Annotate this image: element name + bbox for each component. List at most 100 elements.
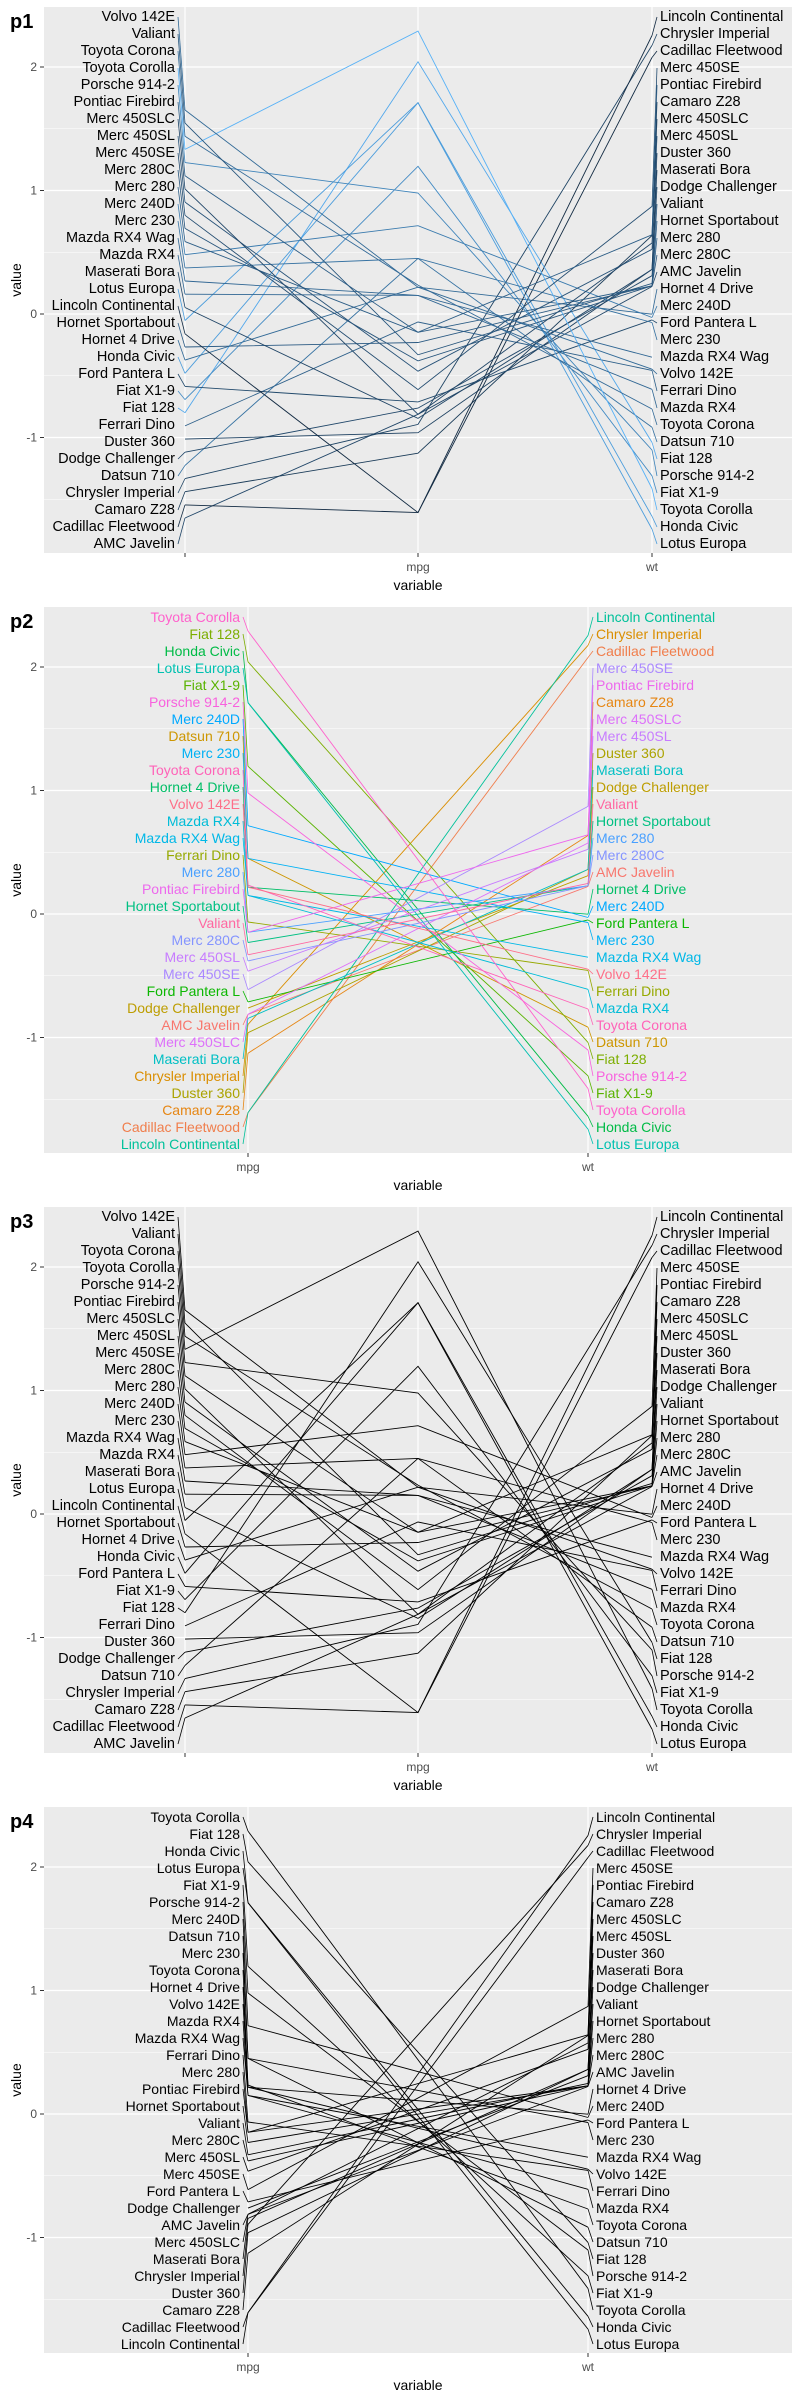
x-tick-label-mpg: mpg [236,2360,259,2374]
series-line-toyota-corolla [247,1830,589,2289]
series-line-valiant [247,2082,589,2156]
label-segment [177,1233,186,1324]
label-segment [177,1403,186,1455]
label-segment [242,837,249,896]
label-segment [177,1318,186,1389]
label-segment [177,84,186,163]
mpg-axis-label: Merc 280 [182,2064,241,2080]
label-segment [242,2173,249,2190]
name-axis-label: Cadillac Fleetwood [52,1719,175,1735]
wt-axis-label: Maserati Bora [596,762,683,778]
label-segment [651,1519,658,1524]
wt-axis-label: Lotus Europa [660,1736,747,1752]
mpg-axis-label: Pontiac Firebird [142,2081,240,2097]
mpg-axis-label: Maserati Bora [153,1051,240,1067]
series-line-merc-230 [247,857,589,923]
mpg-axis-label: Porsche 914-2 [149,1894,240,1910]
series-lines [184,30,653,530]
series-line-cadillac-fleetwood [247,1857,589,2313]
name-axis-label: Camaro Z28 [94,1702,175,1718]
series-lines [247,630,589,1130]
wt-axis-label: Merc 240D [596,898,664,914]
name-axis-label: Lincoln Continental [52,1498,175,1514]
series-line-chrysler-imperial [247,1845,589,2225]
label-segment [177,169,186,229]
series-line-ford-pantera-l [184,1519,653,1603]
mpg-axis-label: Merc 450SE [163,2166,240,2182]
label-segment [587,970,594,992]
label-segment [177,1301,186,1376]
series-line-toyota-corolla [247,630,589,1089]
label-segment [177,356,186,374]
wt-axis-label: Mazda RX4 [596,2200,669,2216]
series-line-pontiac-firebird [247,834,589,933]
wt-axis-label: Maserati Bora [596,1962,683,1978]
wt-axis-label: Camaro Z28 [596,694,674,710]
label-segment [177,16,186,111]
wt-axis-label: Pontiac Firebird [596,1877,694,1893]
wt-axis-label: Merc 450SE [660,60,740,76]
mpg-axis-label: Toyota Corona [149,762,240,778]
series-line-merc-450sl [184,1401,653,1572]
wt-axis-label: AMC Javelin [660,264,741,280]
label-segment [587,718,594,844]
wt-axis-label: Lotus Europa [596,2336,679,2352]
y-tick-label: -1 [26,431,37,445]
y-axis-title: value [8,1463,24,1497]
label-segment [651,1471,658,1487]
label-segment [242,939,249,962]
wt-axis-label: Datsun 710 [660,1634,734,1650]
label-segment [177,254,186,295]
name-axis-label: Datsun 710 [101,468,175,484]
wt-axis-label: Pontiac Firebird [596,677,694,693]
label-segment [587,1833,594,1846]
label-segment [651,1267,658,1407]
label-segment [651,1729,658,1745]
label-segment [651,1386,658,1476]
series-line-porsche-914-2 [247,1992,589,2251]
name-axis-label: Merc 230 [115,1413,175,1429]
label-segment [177,1651,186,1660]
label-segment [242,2232,249,2294]
series-line-valiant [247,882,589,956]
mpg-axis-label: Volvo 142E [169,796,240,812]
mpg-axis-label: Fiat X1-9 [183,1877,240,1893]
label-segment [242,616,249,632]
mpg-axis-label: Merc 450SL [165,2149,241,2165]
label-segment [651,1454,658,1486]
name-axis-label: Merc 450SE [95,1345,175,1361]
series-line-toyota-corolla [184,1230,653,1689]
label-segment [651,529,658,545]
series-line-volvo-142e [247,886,589,970]
wt-axis-label: Pontiac Firebird [660,77,762,93]
label-segment [587,1969,594,2070]
label-segment [587,1884,594,2035]
mpg-axis-label: Dodge Challenger [127,1000,240,1016]
wt-axis-label: Maserati Bora [660,162,751,178]
series-line-merc-280c [184,1428,653,1562]
label-segment [177,407,186,414]
wt-axis-label: Merc 450SLC [660,1311,749,1327]
series-line-merc-280c [247,885,589,962]
label-segment [587,667,594,807]
wt-axis-label: Merc 230 [596,932,655,948]
x-tick-label-wt: wt [581,1160,595,1174]
wt-axis-label: Ford Pantera L [596,915,690,931]
wt-axis-label: Ford Pantera L [596,2115,690,2131]
wt-axis-label: AMC Javelin [596,864,675,880]
label-segment [242,1053,249,1111]
x-tick-label-wt: wt [645,1760,659,1774]
label-segment [587,684,594,835]
label-segment [651,368,658,375]
name-axis-label: Volvo 142E [102,9,176,25]
series-line-fiat-128 [184,60,653,443]
y-tick-label: 2 [30,60,37,74]
name-axis-label: Maserati Bora [85,1464,176,1480]
mpg-axis-label: Toyota Corolla [151,609,241,625]
label-segment [587,2168,594,2175]
wt-axis-label: Hornet 4 Drive [660,281,753,297]
label-segment [587,1129,594,1145]
wt-axis-label: Fiat X1-9 [596,2285,653,2301]
